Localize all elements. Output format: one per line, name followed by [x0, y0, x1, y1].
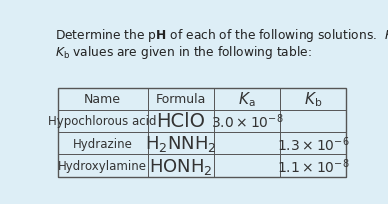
Text: Hypochlorous acid: Hypochlorous acid: [48, 115, 157, 128]
Text: $1.3 \times 10^{-6}$: $1.3 \times 10^{-6}$: [277, 134, 349, 153]
Text: $K_{\mathrm{a}}$: $K_{\mathrm{a}}$: [238, 90, 256, 109]
Text: $K_{\mathrm{b}}$ values are given in the following table:: $K_{\mathrm{b}}$ values are given in the…: [54, 44, 311, 61]
Text: $1.1 \times 10^{-8}$: $1.1 \times 10^{-8}$: [277, 156, 349, 175]
Text: $\mathrm{HONH_2}$: $\mathrm{HONH_2}$: [149, 156, 213, 176]
Text: Formula: Formula: [156, 93, 206, 106]
Text: Hydrazine: Hydrazine: [73, 137, 133, 150]
Text: $\mathrm{H_2NNH_2}$: $\mathrm{H_2NNH_2}$: [145, 134, 217, 154]
Text: Name: Name: [84, 93, 121, 106]
Text: HClO: HClO: [156, 112, 205, 131]
Text: $K_{\mathrm{b}}$: $K_{\mathrm{b}}$: [304, 90, 322, 109]
Text: Determine the p$\mathbf{H}$ of each of the following solutions.  $K_{\mathrm{a}}: Determine the p$\mathbf{H}$ of each of t…: [54, 27, 388, 44]
Text: $3.0 \times 10^{-8}$: $3.0 \times 10^{-8}$: [211, 112, 283, 131]
Text: Hydroxylamine: Hydroxylamine: [58, 159, 147, 172]
